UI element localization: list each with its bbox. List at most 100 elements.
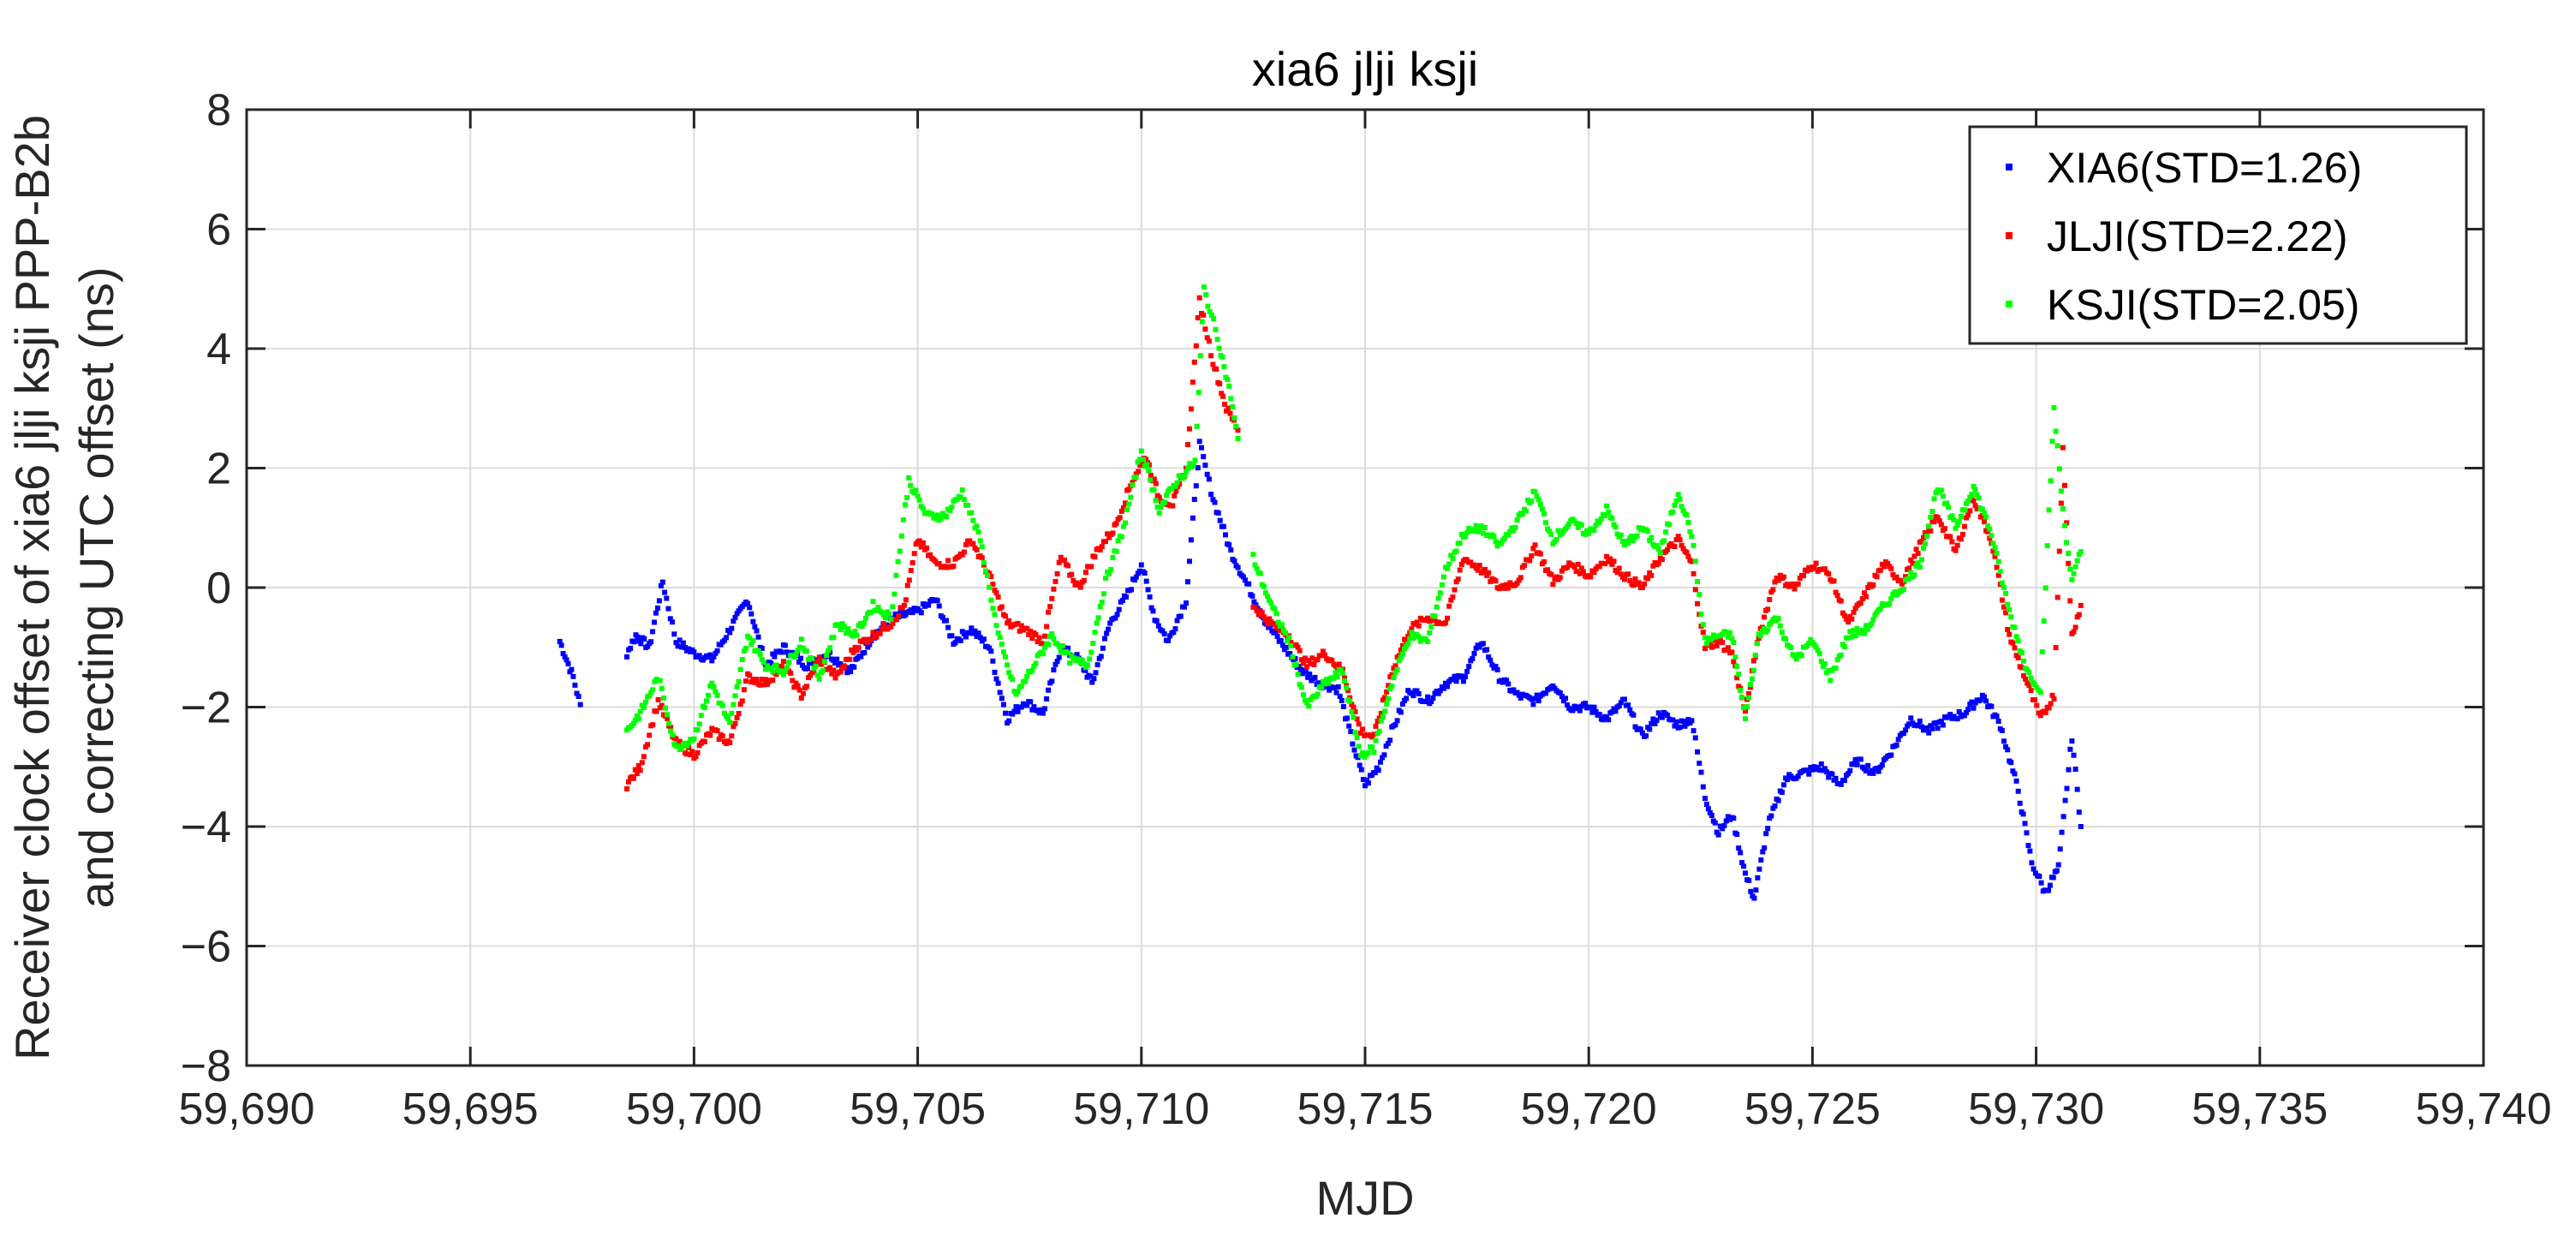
data-point [807,660,812,666]
data-point [770,669,776,675]
data-point [1139,459,1145,465]
data-point [2015,638,2021,644]
data-point [1573,569,1579,574]
data-point [678,644,684,650]
data-point [1457,567,1463,573]
data-point [974,634,980,639]
data-point [2029,860,2035,866]
data-point [1006,670,1012,676]
data-point [2007,631,2012,637]
data-point [695,727,701,733]
data-point [1826,667,1832,673]
data-point [671,631,677,637]
data-point [1685,717,1691,722]
data-point [1672,723,1678,729]
data-point [1120,505,1126,511]
data-point [808,672,814,678]
data-point [677,738,683,744]
data-point [783,668,788,674]
data-point [992,669,998,675]
data-point [718,642,724,648]
data-point [1870,770,1876,776]
data-point [1287,651,1293,656]
data-point [1174,480,1180,486]
data-point [1103,576,1108,581]
data-point [1750,658,1756,664]
data-point [1394,666,1400,672]
data-point [1261,583,1267,589]
data-point [677,637,683,643]
y-tick-label: −2 [181,684,231,733]
data-point [2064,785,2070,791]
data-point [1953,525,1959,531]
data-point [2055,862,2061,868]
data-point [1257,570,1263,576]
data-point [814,659,820,665]
data-point [1222,402,1228,407]
data-point [1795,773,1801,779]
data-point [655,696,661,702]
data-point [1938,522,1944,528]
data-point [1425,615,1431,621]
data-point [1457,540,1463,546]
data-point [848,669,854,675]
data-point [1315,657,1321,663]
data-point [1849,616,1855,622]
data-point [999,642,1005,647]
data-point [2013,634,2019,640]
data-point [1698,612,1704,617]
data-point [1679,542,1685,548]
data-point [1888,565,1894,571]
data-point [1913,546,1919,552]
data-point [1754,641,1760,647]
data-point [1042,633,1047,639]
data-point [1416,691,1422,696]
data-point [1725,814,1731,820]
data-point [1219,354,1225,360]
data-point [711,684,717,690]
data-point [1003,613,1008,619]
data-point [961,549,967,555]
data-point [2056,548,2062,554]
data-point [1695,600,1701,606]
data-point [993,676,999,682]
data-point [1042,706,1047,712]
data-point [1304,700,1310,706]
data-point [1931,496,1937,502]
data-point [1877,606,1883,612]
data-point [1322,681,1327,687]
data-point [1061,557,1067,563]
data-point [895,558,901,564]
data-point [1929,725,1935,731]
data-point [2027,848,2033,854]
data-point [706,692,712,698]
data-point [564,657,569,663]
plot-frame [245,108,2485,1067]
data-point [714,728,720,734]
data-point [1908,715,1914,721]
data-point [729,625,735,631]
data-point [1318,653,1324,659]
data-point [909,560,915,565]
data-point [1114,612,1120,618]
data-point [1327,687,1333,693]
data-point [997,690,1003,696]
data-point [1816,767,1822,773]
data-point [1215,510,1221,516]
data-point [1811,565,1817,571]
data-point [1354,716,1360,722]
data-point [1382,708,1387,714]
data-point [1913,563,1919,569]
data-point [791,684,797,690]
data-points [557,284,2084,901]
data-point [2076,809,2082,815]
data-point [1273,630,1279,635]
data-point [684,751,689,757]
data-point [1846,635,1852,641]
data-point [650,687,656,693]
data-point [1387,686,1393,692]
data-point [1093,670,1099,676]
data-point [1140,457,1146,463]
data-point [1622,696,1627,702]
data-point [1208,313,1214,319]
